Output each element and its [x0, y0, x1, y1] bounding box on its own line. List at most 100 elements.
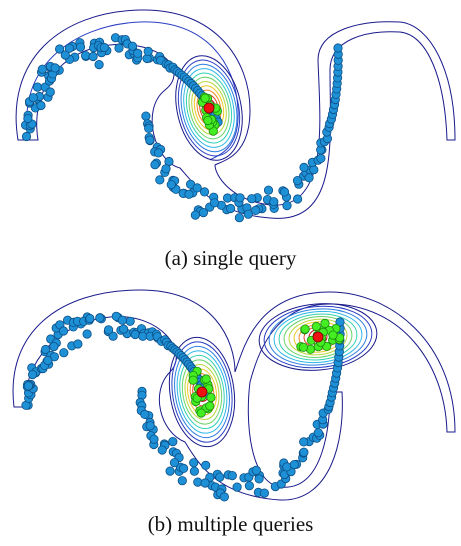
data-point — [189, 466, 199, 476]
data-point — [143, 46, 153, 57]
data-point — [316, 153, 326, 163]
data-point — [192, 183, 202, 193]
data-point — [254, 474, 264, 484]
data-point — [304, 173, 314, 183]
data-point — [292, 176, 303, 186]
data-point — [36, 100, 46, 111]
panel-a — [0, 0, 461, 240]
data-point — [32, 82, 43, 92]
data-point — [40, 344, 51, 355]
data-point — [335, 317, 345, 327]
contour-ring — [184, 363, 220, 421]
data-point — [279, 187, 290, 197]
data-point — [189, 458, 199, 468]
data-point — [140, 409, 150, 419]
contour-ring — [258, 303, 378, 371]
contour-ring — [174, 345, 230, 439]
panel-b-points — [21, 311, 345, 502]
caption-a: (a) single query — [164, 246, 297, 270]
data-point — [141, 111, 151, 121]
data-point — [58, 326, 69, 336]
data-point — [243, 209, 253, 219]
contour-ring — [185, 72, 233, 144]
neighbor-point — [206, 392, 216, 403]
neighbor-point — [201, 374, 211, 384]
data-point — [88, 51, 98, 62]
data-point — [23, 113, 33, 124]
data-point — [73, 339, 83, 349]
data-point — [50, 63, 60, 73]
contour-ring — [283, 316, 353, 358]
data-point — [127, 41, 138, 51]
data-point — [299, 447, 309, 457]
neighbor-point — [196, 408, 206, 418]
contour-ring — [177, 59, 241, 157]
contour-line — [15, 9, 456, 219]
data-point — [114, 43, 124, 53]
data-point — [232, 482, 242, 492]
data-point — [215, 472, 225, 482]
data-point — [119, 324, 129, 334]
data-point — [149, 434, 159, 444]
data-point — [234, 213, 244, 223]
neighbor-point — [328, 330, 338, 340]
data-point — [145, 135, 155, 145]
data-point — [247, 194, 257, 204]
data-point — [81, 50, 91, 61]
data-point — [190, 210, 200, 220]
contour-ring — [175, 55, 243, 161]
contour-ring — [183, 68, 235, 148]
data-point — [177, 476, 187, 486]
data-point — [161, 164, 171, 174]
contour-ring — [179, 354, 225, 430]
data-point — [82, 329, 92, 339]
neighbor-point — [200, 93, 210, 103]
contour-ring — [171, 341, 233, 443]
data-point — [219, 492, 229, 502]
data-point — [165, 466, 175, 476]
data-point — [155, 175, 165, 185]
contour-ring — [180, 63, 238, 153]
data-point — [166, 180, 176, 190]
data-point — [263, 185, 274, 195]
data-point — [198, 208, 208, 218]
data-point — [85, 313, 95, 324]
neighbor-point — [203, 115, 213, 126]
contour-line — [12, 289, 456, 501]
data-point — [60, 50, 70, 60]
panel-b — [0, 282, 461, 506]
data-point — [313, 428, 323, 438]
data-point — [201, 460, 211, 470]
data-point — [99, 42, 109, 53]
query-point — [312, 331, 324, 343]
neighbor-point — [298, 342, 308, 352]
data-point — [200, 478, 210, 488]
data-point — [43, 355, 53, 366]
data-point — [168, 437, 178, 447]
contour-ring — [273, 310, 363, 364]
neighbor-point — [188, 375, 198, 385]
data-point — [251, 205, 261, 215]
data-point — [227, 471, 237, 481]
contour-ring — [188, 76, 230, 140]
query-point — [196, 386, 208, 398]
data-point — [37, 64, 48, 74]
contour-ring — [268, 308, 368, 366]
data-point — [184, 189, 194, 199]
data-point — [145, 421, 155, 431]
data-point — [45, 87, 55, 97]
panel-b-queries — [196, 331, 324, 398]
neighbor-point — [311, 321, 321, 332]
data-point — [59, 348, 69, 358]
data-point — [133, 48, 143, 58]
caption-b: (b) multiple queries — [147, 512, 314, 536]
contour-ring — [168, 336, 236, 448]
neighbor-point — [320, 318, 330, 329]
data-point — [269, 197, 279, 207]
data-point — [125, 316, 135, 326]
data-point — [27, 370, 38, 380]
data-point — [64, 43, 75, 53]
panel-a-neighbors — [197, 92, 222, 136]
data-point — [108, 331, 118, 341]
data-point — [199, 187, 210, 197]
